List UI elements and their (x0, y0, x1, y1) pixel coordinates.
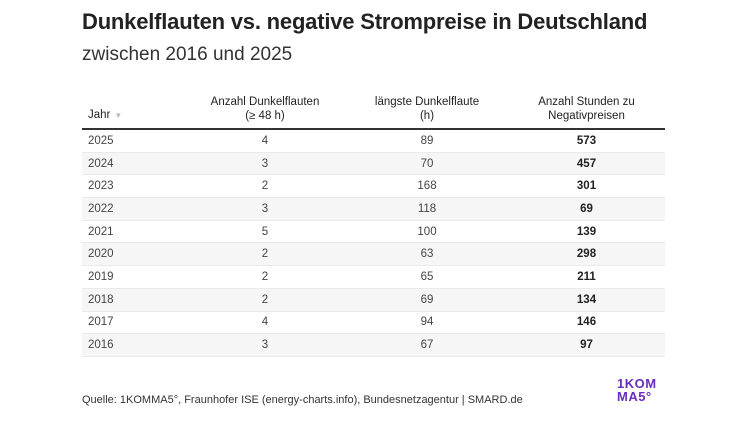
cell-dunkelflauten-count: 3 (184, 152, 346, 176)
column-header-negative-price-hours[interactable]: Anzahl Stunden zu Negativpreisen (508, 87, 665, 130)
sort-descending-icon[interactable]: ▼ (114, 111, 123, 120)
cell-negative-price-hours: 139 (508, 220, 665, 244)
cell-longest-dunkelflaute: 94 (346, 311, 508, 335)
column-header-label: Anzahl Dunkelflauten (210, 96, 320, 108)
column-header-label: längste Dunkelflaute (374, 96, 480, 108)
cell-negative-price-hours: 573 (508, 129, 665, 153)
table-row: 2021 5 100 139 (82, 220, 665, 244)
cell-longest-dunkelflaute: 67 (346, 333, 508, 357)
cell-dunkelflauten-count: 3 (184, 197, 346, 221)
table-row: 2016 3 67 97 (82, 333, 665, 357)
cell-year: 2019 (82, 265, 184, 289)
cell-longest-dunkelflaute: 89 (346, 129, 508, 153)
table-row: 2025 4 89 573 (82, 129, 665, 153)
cell-year: 2024 (82, 152, 184, 176)
cell-year: 2020 (82, 242, 184, 267)
table-row: 2024 3 70 457 (82, 152, 665, 176)
cell-longest-dunkelflaute: 63 (346, 242, 508, 267)
cell-negative-price-hours: 146 (508, 311, 665, 335)
column-header-label: Jahr (88, 109, 111, 121)
cell-dunkelflauten-count: 3 (184, 333, 346, 357)
data-table: Jahr ▼ Anzahl Dunkelflauten (≥ 48 h) läng… (82, 87, 665, 357)
cell-negative-price-hours: 298 (508, 242, 665, 267)
cell-negative-price-hours: 211 (508, 265, 665, 289)
brand-logo: 1KOM MA5° (617, 377, 657, 403)
cell-dunkelflauten-count: 2 (184, 265, 346, 289)
column-header-label: Anzahl Stunden zu (538, 96, 635, 108)
cell-longest-dunkelflaute: 168 (346, 174, 508, 199)
cell-negative-price-hours: 301 (508, 174, 665, 199)
cell-longest-dunkelflaute: 65 (346, 265, 508, 289)
table-body: 2025 4 89 573 2024 3 70 457 2023 2 168 301 2022 3 118 6… (82, 129, 665, 357)
cell-year: 2016 (82, 333, 184, 357)
cell-longest-dunkelflaute: 70 (346, 152, 508, 176)
cell-year: 2021 (82, 220, 184, 244)
cell-negative-price-hours: 97 (508, 333, 665, 357)
column-header-year[interactable]: Jahr ▼ (82, 87, 184, 130)
cell-year: 2025 (82, 129, 184, 153)
table-row: 2020 2 63 298 (82, 242, 665, 267)
table-row: 2019 2 65 211 (82, 265, 665, 289)
table-row: 2018 2 69 134 (82, 288, 665, 312)
table-row: 2023 2 168 301 (82, 174, 665, 199)
cell-longest-dunkelflaute: 100 (346, 220, 508, 244)
chart-subtitle: zwischen 2016 und 2025 (82, 44, 293, 65)
cell-dunkelflauten-count: 2 (184, 288, 346, 312)
logo-line-1: 1KOM (617, 376, 657, 391)
cell-negative-price-hours: 69 (508, 197, 665, 221)
column-header-unit: (≥ 48 h) (245, 110, 285, 122)
cell-dunkelflauten-count: 5 (184, 220, 346, 244)
cell-dunkelflauten-count: 2 (184, 242, 346, 267)
table-row: 2022 3 118 69 (82, 197, 665, 221)
table-header-row: Jahr ▼ Anzahl Dunkelflauten (≥ 48 h) läng… (82, 87, 665, 130)
cell-negative-price-hours: 457 (508, 152, 665, 176)
cell-negative-price-hours: 134 (508, 288, 665, 312)
source-note: Quelle: 1KOMMA5°, Fraunhofer ISE (energy… (82, 394, 523, 406)
cell-dunkelflauten-count: 2 (184, 174, 346, 199)
cell-year: 2017 (82, 311, 184, 335)
cell-longest-dunkelflaute: 69 (346, 288, 508, 312)
cell-longest-dunkelflaute: 118 (346, 197, 508, 221)
column-header-label-2: Negativpreisen (548, 110, 625, 122)
cell-year: 2022 (82, 197, 184, 221)
cell-year: 2023 (82, 174, 184, 199)
column-header-dunkelflauten-count[interactable]: Anzahl Dunkelflauten (≥ 48 h) (184, 87, 346, 130)
cell-dunkelflauten-count: 4 (184, 311, 346, 335)
table-row: 2017 4 94 146 (82, 311, 665, 335)
column-header-longest-dunkelflaute[interactable]: längste Dunkelflaute (h) (346, 87, 508, 130)
chart-title: Dunkelflauten vs. negative Strompreise i… (82, 9, 648, 34)
logo-line-2: MA5° (617, 389, 652, 404)
cell-dunkelflauten-count: 4 (184, 129, 346, 153)
cell-year: 2018 (82, 288, 184, 312)
column-header-unit: (h) (419, 110, 435, 122)
